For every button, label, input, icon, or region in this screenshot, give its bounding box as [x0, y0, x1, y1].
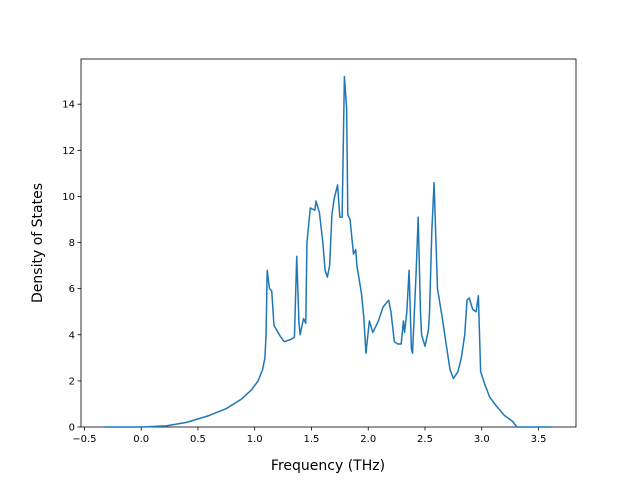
y-tick-label: 8 [69, 238, 75, 249]
x-tick-label: 3.0 [474, 434, 490, 445]
y-tick-label: 14 [62, 100, 75, 111]
y-tick-label: 12 [62, 146, 75, 157]
x-tick-label: 1.5 [304, 434, 320, 445]
x-tick-label: 0.5 [190, 434, 206, 445]
y-tick-label: 6 [69, 284, 75, 295]
x-tick-label: 3.5 [531, 434, 547, 445]
y-tick-label: 4 [69, 330, 75, 341]
plot-frame [80, 58, 577, 428]
y-axis-label: Density of States [30, 183, 46, 303]
x-tick-label: −0.5 [72, 434, 96, 445]
x-tick-label: 0.0 [133, 434, 149, 445]
x-axis-label: Frequency (THz) [271, 458, 385, 474]
dos-line [103, 75, 553, 428]
y-tick-label: 10 [62, 192, 75, 203]
x-tick-label: 2.0 [360, 434, 376, 445]
y-tick-label: 2 [69, 376, 75, 387]
x-tick-label: 1.0 [247, 434, 263, 445]
y-tick-label: 0 [69, 423, 75, 434]
x-tick-label: 2.5 [417, 434, 433, 445]
